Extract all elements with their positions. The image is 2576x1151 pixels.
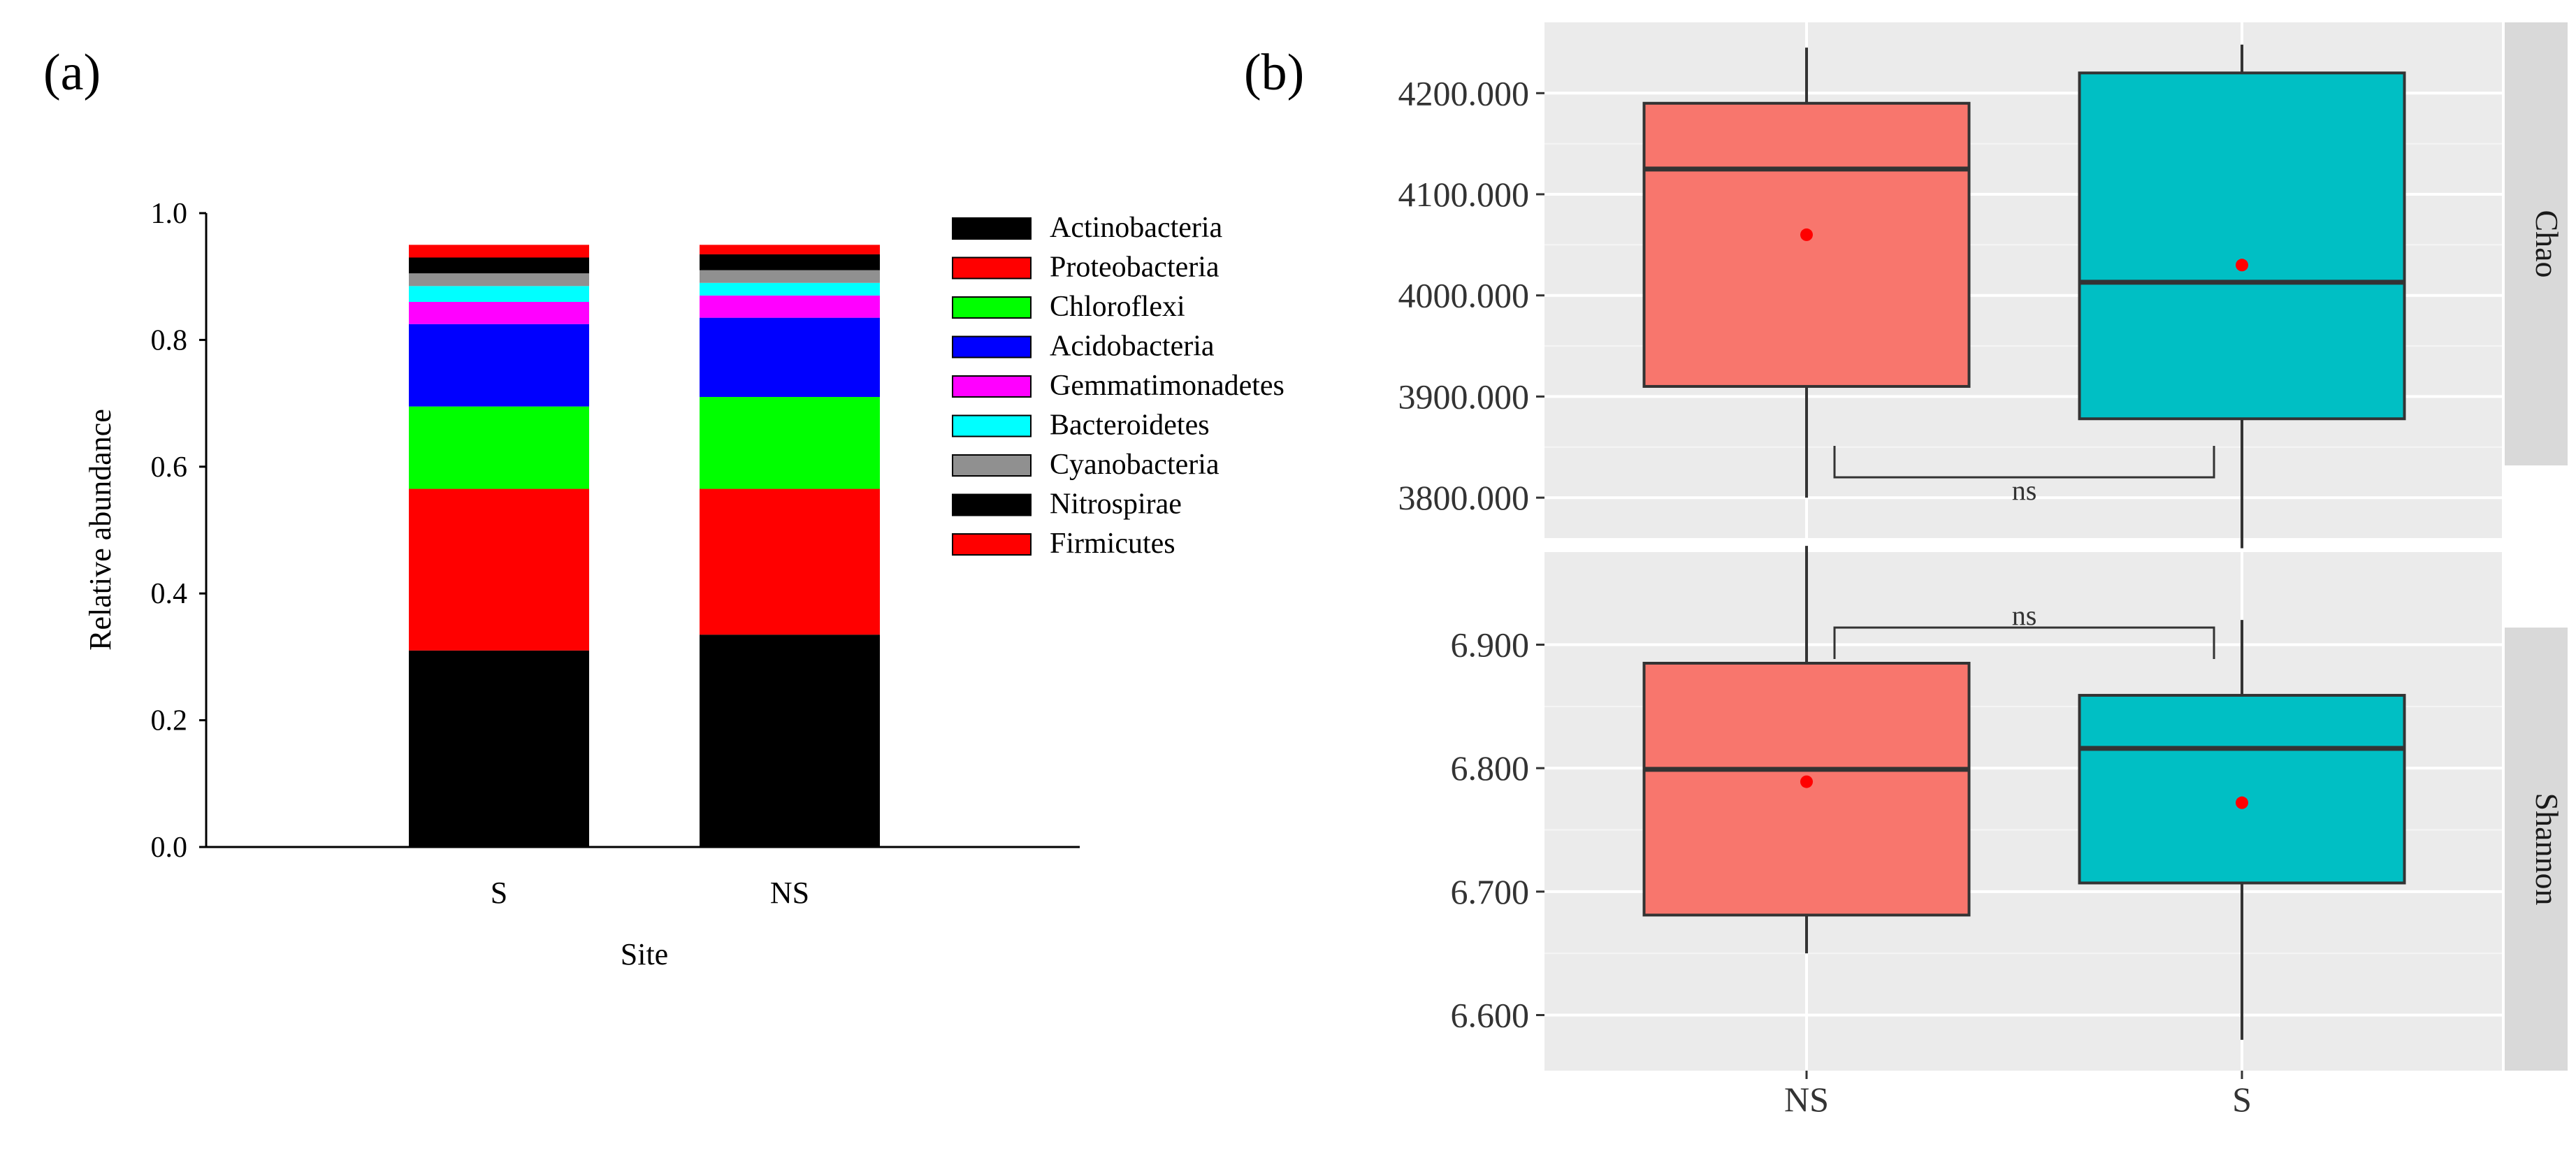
- y-tick-label: 3800.000: [1398, 478, 1530, 517]
- y-tick-label: 6.900: [1451, 625, 1530, 665]
- legend-swatch-bacteroidetes: [952, 414, 1032, 437]
- x-tick-label: NS: [770, 876, 809, 910]
- box-ns: [1642, 101, 1971, 388]
- bars-group: [409, 245, 880, 847]
- legend: Actinobacteria Proteobacteria Chloroflexi A…: [952, 212, 1285, 560]
- bar-segment-ns-firmicutes: [700, 245, 880, 254]
- legend-label-actinobacteria: Actinobacteria: [1050, 212, 1223, 244]
- significance-bracket: [1833, 446, 2215, 479]
- box-plot-chart: 3800.000 3900.000 4000.000 4100.000 4200.000…: [1398, 22, 2568, 1119]
- legend-label-nitrospirae: Nitrospirae: [1050, 488, 1182, 521]
- facet-panels-group: 3800.000 3900.000 4000.000 4100.000 4200.000…: [1398, 22, 2568, 1071]
- y-tick-label: 6.600: [1451, 996, 1530, 1035]
- legend-swatch-actinobacteria: [952, 217, 1032, 240]
- significance-label: ns: [2012, 600, 2037, 631]
- bar-segment-ns-proteobacteria: [700, 488, 880, 635]
- legend-swatch-firmicutes: [952, 533, 1032, 556]
- bar-segment-ns-bacteroidetes: [700, 282, 880, 296]
- legend-swatch-gemmatimonadetes: [952, 375, 1032, 398]
- bar-segment-ns-gemmatimonadetes: [700, 295, 880, 318]
- legend-label-proteobacteria: Proteobacteria: [1050, 252, 1220, 284]
- y-tick-label: 0.6: [151, 451, 188, 484]
- bar-segment-s-firmicutes: [409, 245, 589, 258]
- y-ticks-group: 0.0 0.2 0.4 0.6 0.8 1.0: [151, 198, 206, 864]
- legend-label-bacteroidetes: Bacteroidetes: [1050, 410, 1210, 442]
- legend-swatch-proteobacteria: [952, 256, 1032, 280]
- bar-segment-ns-cyanobacteria: [700, 270, 880, 283]
- significance-label: ns: [2012, 475, 2037, 506]
- bar-segment-s-acidobacteria: [409, 324, 589, 407]
- mean-point: [1800, 228, 1813, 241]
- facet-strip-label: Shannon: [2529, 793, 2565, 906]
- panel-a-label: (a): [43, 44, 101, 101]
- bar-segment-s-nitrospirae: [409, 257, 589, 274]
- legend-swatch-nitrospirae: [952, 493, 1032, 516]
- y-tick-label: 6.800: [1451, 748, 1530, 788]
- legend-label-firmicutes: Firmicutes: [1050, 528, 1175, 560]
- box-x-ticks-group: NS S: [1784, 1071, 2252, 1119]
- y-tick-label: 1.0: [151, 198, 188, 230]
- mean-point: [1800, 775, 1813, 788]
- y-tick-label: 0.2: [151, 705, 188, 737]
- mean-point: [2236, 796, 2248, 809]
- bar-segment-s-proteobacteria: [409, 488, 589, 651]
- legend-label-chloroflexi: Chloroflexi: [1050, 291, 1185, 323]
- bar-segment-ns-chloroflexi: [700, 397, 880, 489]
- panel-b-label: (b): [1244, 44, 1304, 101]
- bar-segment-s-chloroflexi: [409, 406, 589, 489]
- bar-segment-ns-acidobacteria: [700, 317, 880, 398]
- bar-segment-s-bacteroidetes: [409, 286, 589, 302]
- mean-point: [2236, 259, 2248, 272]
- facet-strip-label: Chao: [2529, 210, 2565, 277]
- y-axis-title: Relative abundance: [83, 409, 117, 651]
- bar-segment-s-gemmatimonadetes: [409, 301, 589, 324]
- stacked-bar-chart: 0.0 0.2 0.4 0.6 0.8 1.0 S NS Relative abundanc…: [83, 198, 1285, 971]
- x-axis-title: Site: [621, 937, 668, 971]
- legend-label-cyanobacteria: Cyanobacteria: [1050, 449, 1220, 481]
- y-tick-label: 6.700: [1451, 872, 1530, 911]
- facet-strip: [2505, 628, 2568, 1071]
- x-tick-label: S: [2232, 1080, 2252, 1119]
- x-ticks-group: S NS: [491, 876, 809, 910]
- y-tick-label: 3900.000: [1398, 377, 1530, 416]
- legend-swatch-cyanobacteria: [952, 454, 1032, 477]
- y-tick-label: 4000.000: [1398, 276, 1530, 315]
- box-ns: [1642, 662, 1971, 917]
- legend-label-acidobacteria: Acidobacteria: [1050, 331, 1215, 363]
- legend-label-gemmatimonadetes: Gemmatimonadetes: [1050, 370, 1285, 402]
- y-tick-label: 4100.000: [1398, 175, 1530, 214]
- bar-segment-ns-nitrospirae: [700, 254, 880, 270]
- box-s: [2078, 71, 2406, 421]
- facet-panel-shannon: 6.600 6.700 6.800 6.900 Shannon ns: [1451, 546, 2568, 1071]
- y-tick-label: 4200.000: [1398, 73, 1530, 113]
- box-s: [2078, 693, 2406, 885]
- y-tick-label: 0.0: [151, 832, 188, 864]
- y-tick-label: 0.8: [151, 324, 188, 356]
- y-tick-label: 0.4: [151, 578, 188, 610]
- legend-swatch-chloroflexi: [952, 296, 1032, 319]
- bar-segment-s-cyanobacteria: [409, 273, 589, 287]
- bar-segment-ns-actinobacteria: [700, 635, 880, 847]
- x-tick-label: NS: [1784, 1080, 1829, 1119]
- facet-panel-chao: 3800.000 3900.000 4000.000 4100.000 4200.000…: [1398, 22, 2568, 549]
- significance-bracket: [1833, 626, 2215, 659]
- legend-swatch-acidobacteria: [952, 335, 1032, 359]
- bar-segment-s-actinobacteria: [409, 650, 589, 847]
- x-tick-label: S: [491, 876, 507, 910]
- facet-strip: [2505, 22, 2568, 465]
